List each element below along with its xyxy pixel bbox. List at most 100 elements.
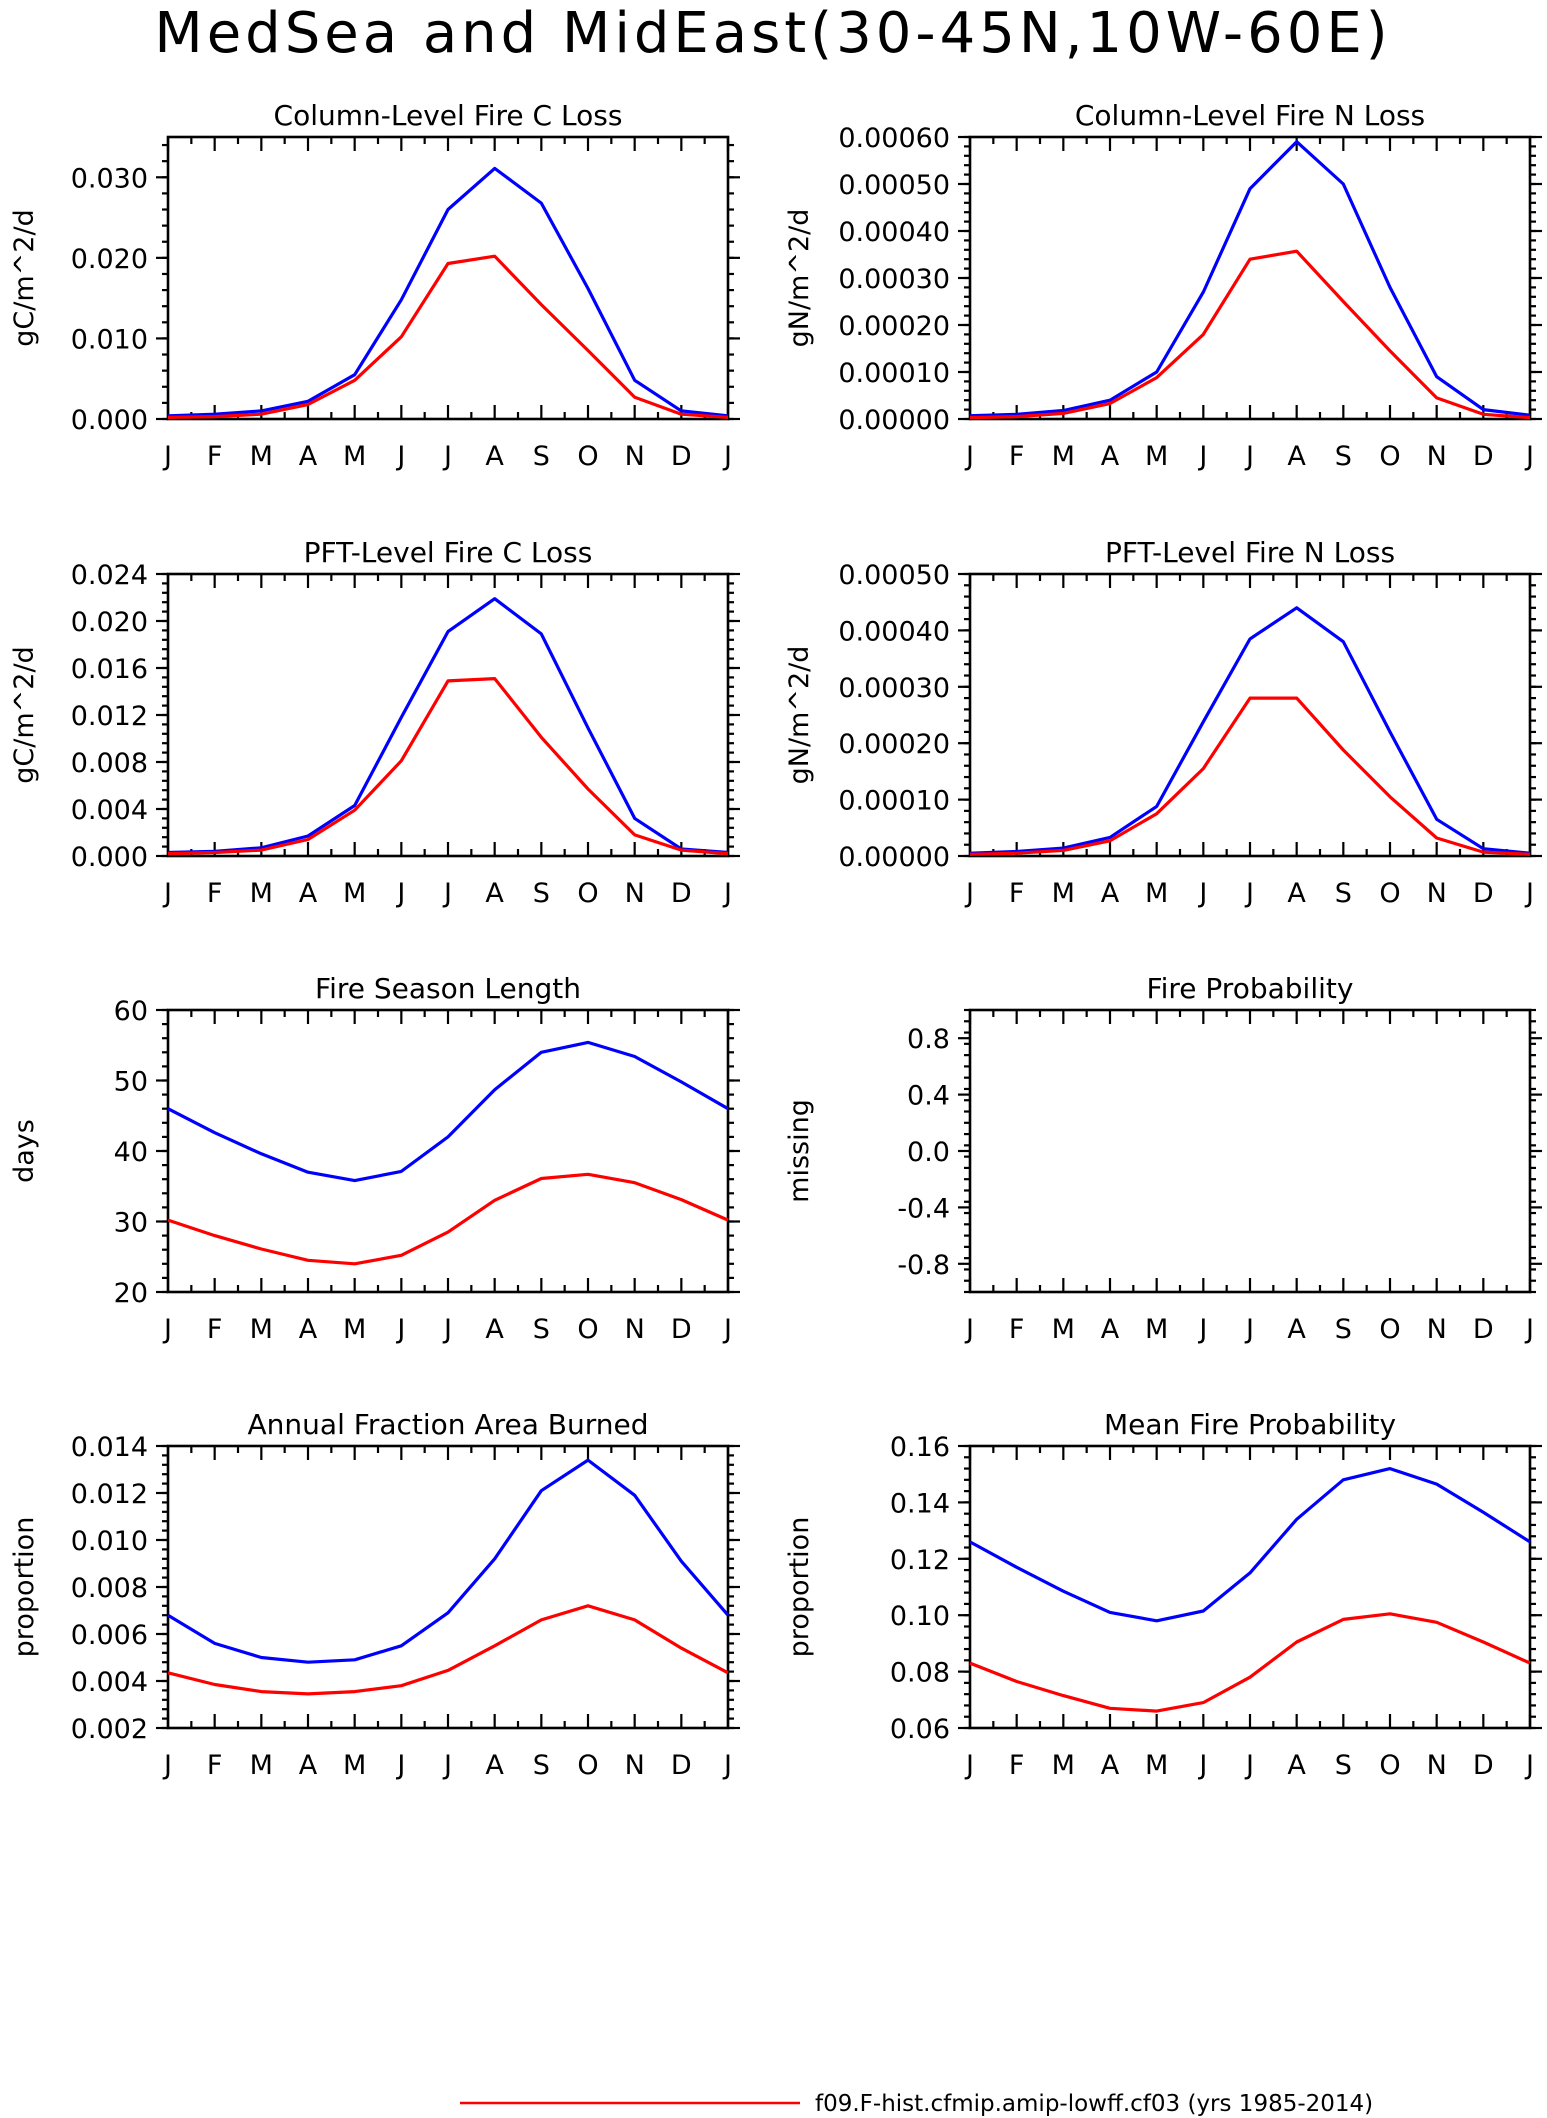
x-tick-label: J bbox=[964, 878, 974, 909]
x-tick-label: M bbox=[343, 1750, 366, 1781]
series-line-control bbox=[167, 1040, 729, 1183]
x-tick-label: O bbox=[1379, 878, 1400, 909]
x-tick-label: A bbox=[1101, 1750, 1120, 1781]
series-line-control bbox=[167, 166, 729, 418]
series-line-control bbox=[167, 597, 729, 855]
x-tick-label: J bbox=[722, 1750, 732, 1781]
x-tick-label: S bbox=[533, 1750, 550, 1781]
chart-title: PFT-Level Fire C Loss bbox=[304, 536, 593, 569]
y-tick-label: 0.020 bbox=[71, 244, 148, 275]
x-tick-label: J bbox=[395, 1314, 405, 1345]
x-tick-label: J bbox=[964, 441, 974, 472]
x-tick-label: S bbox=[1335, 878, 1352, 909]
y-tick-label: 0.00040 bbox=[838, 616, 950, 647]
x-tick-label: S bbox=[1335, 1314, 1352, 1345]
x-tick-label: F bbox=[207, 441, 223, 472]
y-tick-label: 0.000 bbox=[71, 405, 148, 436]
y-tick-label: 0.8 bbox=[907, 1024, 950, 1055]
x-tick-label: M bbox=[1052, 1750, 1075, 1781]
plot-frame bbox=[968, 1008, 1532, 1294]
x-tick-label: D bbox=[1473, 878, 1494, 909]
x-tick-label: S bbox=[533, 878, 550, 909]
x-tick-label: A bbox=[1101, 878, 1120, 909]
x-tick-label: F bbox=[207, 1750, 223, 1781]
plot-frame bbox=[968, 135, 1532, 421]
x-tick-label: J bbox=[395, 878, 405, 909]
x-tick-label: J bbox=[722, 441, 732, 472]
x-tick-label: D bbox=[1473, 441, 1494, 472]
x-tick-label: F bbox=[207, 878, 223, 909]
series-line-case bbox=[969, 249, 1531, 420]
y-tick-label: 0.004 bbox=[71, 795, 148, 826]
x-tick-label: N bbox=[1427, 441, 1447, 472]
y-tick-label: 30 bbox=[114, 1208, 148, 1239]
x-tick-label: J bbox=[964, 1314, 974, 1345]
y-tick-label: 0.006 bbox=[71, 1620, 148, 1651]
y-tick-label: 0.00020 bbox=[838, 311, 950, 342]
y-tick-label: 0.004 bbox=[71, 1667, 148, 1698]
x-tick-label: J bbox=[442, 878, 452, 909]
y-tick-label: 0.12 bbox=[890, 1545, 950, 1576]
x-tick-label: O bbox=[1379, 441, 1400, 472]
x-tick-label: O bbox=[577, 878, 598, 909]
x-tick-label: J bbox=[1524, 878, 1534, 909]
x-tick-label: O bbox=[1379, 1750, 1400, 1781]
x-tick-label: A bbox=[299, 441, 318, 472]
y-tick-label: 0.010 bbox=[71, 1526, 148, 1557]
x-tick-label: F bbox=[1009, 878, 1025, 909]
y-tick-label: 0.4 bbox=[907, 1081, 950, 1112]
x-tick-label: J bbox=[1244, 1314, 1254, 1345]
page-title: MedSea and MidEast(30-45N,10W-60E) bbox=[154, 1, 1391, 66]
y-tick-label: 0.000 bbox=[71, 842, 148, 873]
x-tick-label: M bbox=[250, 1314, 273, 1345]
y-tick-label: -0.8 bbox=[897, 1250, 950, 1281]
x-tick-label: J bbox=[442, 441, 452, 472]
x-tick-label: J bbox=[442, 1314, 452, 1345]
x-tick-label: J bbox=[722, 1314, 732, 1345]
x-tick-label: M bbox=[1052, 1314, 1075, 1345]
x-tick-label: M bbox=[250, 878, 273, 909]
y-tick-label: 0.014 bbox=[71, 1432, 148, 1463]
y-tick-label: 0.00020 bbox=[838, 729, 950, 760]
x-tick-label: S bbox=[1335, 1750, 1352, 1781]
x-tick-label: M bbox=[250, 441, 273, 472]
x-tick-label: J bbox=[1524, 1314, 1534, 1345]
y-axis-label: missing bbox=[784, 1099, 815, 1203]
y-tick-label: 40 bbox=[114, 1137, 148, 1168]
x-tick-label: N bbox=[625, 1314, 645, 1345]
y-tick-label: 0.008 bbox=[71, 1573, 148, 1604]
x-tick-label: A bbox=[1287, 1750, 1306, 1781]
y-tick-label: 0.00050 bbox=[838, 560, 950, 591]
x-tick-label: J bbox=[1197, 1314, 1207, 1345]
series-line-case bbox=[167, 676, 729, 856]
x-tick-label: M bbox=[343, 1314, 366, 1345]
x-tick-label: D bbox=[1473, 1314, 1494, 1345]
y-tick-label: 0.00060 bbox=[838, 123, 950, 154]
x-tick-label: A bbox=[485, 1314, 504, 1345]
x-tick-label: F bbox=[1009, 1750, 1025, 1781]
x-tick-label: N bbox=[1427, 1750, 1447, 1781]
x-tick-label: N bbox=[625, 1750, 645, 1781]
y-tick-label: 0.012 bbox=[71, 1479, 148, 1510]
y-tick-label: 0.010 bbox=[71, 324, 148, 355]
y-axis-label: gN/m^2/d bbox=[784, 209, 815, 348]
y-tick-label: 20 bbox=[114, 1278, 148, 1309]
x-tick-label: D bbox=[671, 441, 692, 472]
x-tick-label: D bbox=[671, 878, 692, 909]
series-line-case bbox=[167, 254, 729, 419]
x-tick-label: M bbox=[1145, 441, 1168, 472]
x-tick-label: N bbox=[1427, 878, 1447, 909]
series-line-case bbox=[969, 696, 1531, 856]
y-tick-label: 0.012 bbox=[71, 701, 148, 732]
x-tick-label: M bbox=[1145, 878, 1168, 909]
x-tick-label: S bbox=[533, 441, 550, 472]
chart-title: Column-Level Fire C Loss bbox=[274, 99, 623, 132]
y-tick-label: 0.10 bbox=[890, 1601, 950, 1632]
x-tick-label: J bbox=[1197, 1750, 1207, 1781]
series-line-case bbox=[167, 1604, 729, 1696]
x-tick-label: M bbox=[343, 441, 366, 472]
y-tick-label: 0.00010 bbox=[838, 358, 950, 389]
